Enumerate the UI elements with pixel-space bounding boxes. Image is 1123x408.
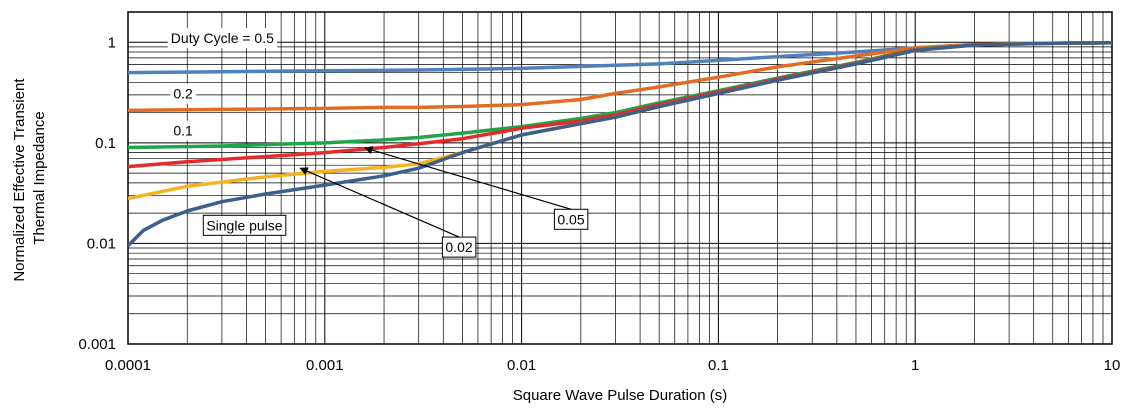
y-axis-title: Normalized Effective Transient Thermal I… bbox=[11, 74, 48, 281]
series-layer bbox=[128, 40, 1112, 248]
plot-frame bbox=[127, 11, 1113, 345]
annotation-label: Duty Cycle = 0.5 bbox=[171, 30, 274, 46]
annotation-label: 0.1 bbox=[173, 123, 193, 139]
x-tick-label: 0.0001 bbox=[105, 357, 151, 374]
annotation-box bbox=[167, 28, 278, 49]
y-tick-label: 1 bbox=[108, 34, 116, 51]
annotation-arrow bbox=[299, 167, 460, 238]
tick-labels: 0.0001 0.001 0.01 0.1 1 10 0.001 0.01 0.1 1 bbox=[78, 34, 1120, 374]
annotation-arrow bbox=[364, 146, 572, 210]
annotation-label: 0.02 bbox=[445, 239, 472, 255]
x-axis-title: Square Wave Pulse Duration (s) bbox=[513, 387, 728, 404]
annotation-label: 0.05 bbox=[557, 211, 584, 227]
series-line bbox=[128, 40, 1112, 248]
grid bbox=[128, 12, 1112, 344]
y-tick-label: 0.001 bbox=[78, 336, 116, 353]
y-tick-label: 0.1 bbox=[95, 135, 116, 152]
x-tick-label: 0.01 bbox=[507, 357, 536, 374]
y-tick-label: 0.01 bbox=[87, 235, 116, 252]
annotation-box bbox=[170, 83, 197, 104]
annotation-box bbox=[202, 214, 287, 236]
x-tick-label: 1 bbox=[911, 357, 919, 374]
y-axis-title-line1: Normalized Effective Transient bbox=[11, 78, 28, 282]
y-axis-title-line2: Thermal Impedance bbox=[31, 111, 48, 244]
annotation-layer: Duty Cycle = 0.5 0.2 0.1 Single pulse 0.02 0.… bbox=[167, 28, 589, 258]
annotation-label: 0.2 bbox=[173, 86, 193, 102]
x-tick-label: 10 bbox=[1104, 357, 1121, 374]
x-tick-label: 0.1 bbox=[708, 357, 729, 374]
series-line bbox=[128, 40, 1112, 113]
annotation-label: Single pulse bbox=[206, 217, 282, 233]
x-tick-label: 0.001 bbox=[306, 357, 344, 374]
annotation-box bbox=[170, 120, 197, 141]
series-line bbox=[128, 40, 1112, 169]
